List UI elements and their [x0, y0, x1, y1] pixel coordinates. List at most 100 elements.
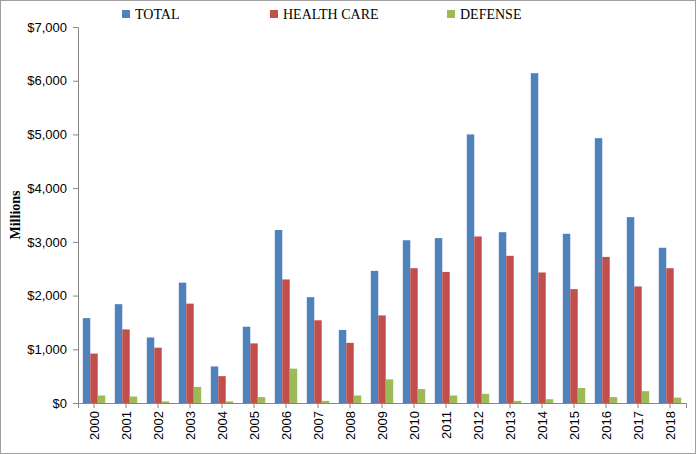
bar [154, 348, 161, 403]
y-tick-label: $7,000 [27, 20, 67, 35]
bar [179, 283, 186, 403]
x-tick-label: 2004 [215, 411, 230, 440]
x-tick-mark [606, 403, 607, 408]
bar [194, 387, 201, 403]
bar [563, 234, 570, 403]
bar [115, 304, 122, 403]
bar [474, 236, 481, 403]
y-tick-mark [73, 242, 78, 243]
bar [339, 330, 346, 403]
bar [659, 248, 666, 403]
bar [147, 337, 154, 403]
x-tick: 2006 [279, 403, 294, 440]
legend-item: DEFENSE [447, 7, 521, 22]
x-tick: 2003 [183, 403, 198, 440]
legend-label: DEFENSE [460, 7, 521, 22]
bar-series [98, 369, 681, 403]
x-tick-label: 2018 [663, 411, 678, 440]
legend-swatch [270, 10, 278, 18]
y-tick: $4,000 [27, 181, 78, 196]
bar [98, 395, 105, 403]
bar [290, 369, 297, 403]
x-tick: 2011 [439, 403, 454, 439]
x-axis: 2000 2001 2002 2003 2004 2005 2006 2007 2008 2009… [79, 403, 687, 440]
y-tick-label: $6,000 [27, 73, 67, 88]
y-tick: $2,000 [27, 288, 78, 303]
x-tick-label: 2015 [567, 411, 582, 440]
x-tick-label: 2017 [631, 411, 646, 440]
y-tick: $7,000 [27, 20, 78, 35]
x-tick-label: 2012 [471, 411, 486, 440]
x-tick: 2010 [407, 403, 422, 440]
legend-item: HEALTH CARE [270, 7, 379, 22]
y-tick-mark [73, 134, 78, 135]
bar [258, 397, 265, 403]
legend: TOTALHEALTH CAREDEFENSE [122, 7, 521, 22]
y-tick-label: $5,000 [27, 127, 67, 142]
legend-label: HEALTH CARE [283, 7, 379, 22]
x-tick-label: 2016 [599, 411, 614, 440]
y-tick: $3,000 [27, 235, 78, 250]
bar [578, 388, 585, 403]
x-tick-label: 2002 [151, 411, 166, 440]
bar [130, 397, 137, 403]
bar [499, 232, 506, 403]
bar-series [90, 236, 673, 403]
y-axis-title: Millions [8, 190, 23, 240]
bar [467, 134, 474, 403]
x-tick-label: 2003 [183, 411, 198, 440]
y-tick-label: $4,000 [27, 181, 67, 196]
bar [450, 395, 457, 403]
x-tick: 2017 [631, 403, 646, 440]
x-tick-mark [254, 403, 255, 408]
x-tick: 2014 [535, 403, 550, 440]
x-tick-mark [638, 403, 639, 408]
x-tick-label: 2014 [535, 411, 550, 440]
bar [595, 138, 602, 403]
x-tick-mark [318, 403, 319, 408]
x-tick-mark [94, 403, 95, 408]
x-tick: 2001 [119, 403, 134, 440]
x-tick-label: 2008 [343, 411, 358, 440]
y-tick-label: $2,000 [27, 288, 67, 303]
bar [410, 268, 417, 403]
bar [627, 217, 634, 403]
x-tick-mark [382, 403, 383, 408]
x-tick-label: 2000 [87, 411, 102, 440]
x-tick: 2009 [375, 403, 390, 440]
y-axis: $0 $1,000 $2,000 $3,000 $4,000 $5,000 $6,000 $7… [27, 20, 78, 411]
x-tick-label: 2009 [375, 411, 390, 440]
x-tick-mark [222, 403, 223, 408]
x-tick: 2013 [503, 403, 518, 440]
y-tick: $5,000 [27, 127, 78, 142]
x-tick: 2016 [599, 403, 614, 440]
y-tick-label: $0 [53, 396, 67, 411]
x-tick-label: 2006 [279, 411, 294, 440]
x-tick: 2005 [247, 403, 262, 440]
bar [666, 268, 673, 403]
bar-series [83, 73, 666, 403]
y-tick: $1,000 [27, 342, 78, 357]
bar [403, 240, 410, 403]
bar [354, 395, 361, 403]
bar [314, 320, 321, 403]
bar [386, 379, 393, 403]
y-axis-line [73, 28, 79, 404]
legend-swatch [122, 10, 130, 18]
bar [250, 343, 257, 403]
frame [1, 1, 696, 454]
x-tick-mark [414, 403, 415, 408]
bar [514, 401, 521, 403]
x-tick: 2015 [567, 403, 582, 440]
x-tick: 2018 [663, 403, 678, 440]
bar [435, 238, 442, 403]
x-tick: 2007 [311, 403, 326, 440]
bar [275, 230, 282, 403]
bar [482, 394, 489, 403]
x-tick-label: 2010 [407, 411, 422, 440]
x-axis-line [79, 404, 687, 409]
bar [602, 257, 609, 403]
bar [642, 391, 649, 403]
bar [162, 401, 169, 403]
y-tick-label: $3,000 [27, 235, 67, 250]
